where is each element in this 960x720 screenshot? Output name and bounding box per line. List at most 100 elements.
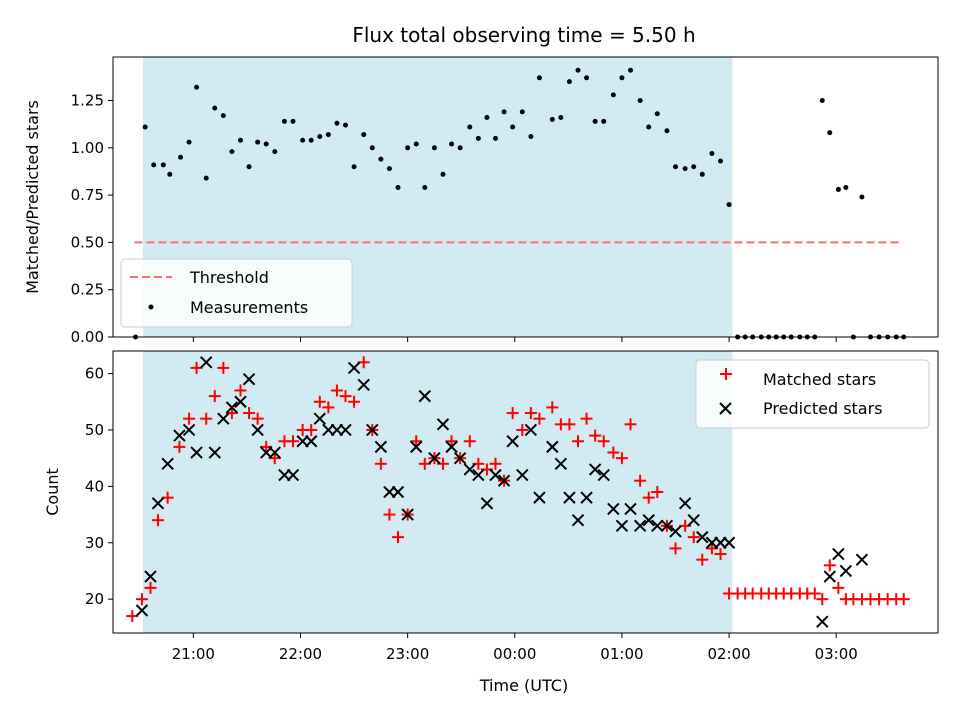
predicted-star-point xyxy=(418,389,431,403)
measurement-point xyxy=(628,67,633,73)
top-y-tick-label: 0.00 xyxy=(71,328,104,346)
predicted-star-point xyxy=(660,519,674,533)
measurement-point xyxy=(361,132,367,138)
predicted-star-point xyxy=(497,474,511,487)
matched-star-point xyxy=(524,407,537,420)
predicted-star-point xyxy=(832,547,845,561)
matched-star-point xyxy=(251,412,264,425)
measurement-point xyxy=(386,166,392,172)
matched-star-point xyxy=(642,491,655,504)
top-y-tick-label: 0.25 xyxy=(71,281,104,299)
measurement-point xyxy=(843,185,849,191)
matched-star-point xyxy=(808,587,821,600)
measurement-point xyxy=(475,135,481,141)
bottom-x-tick-label: 21:00 xyxy=(172,645,215,663)
top-y-axis: 0.00 0.25 0.50 0.75 1.00 1.25 xyxy=(71,92,113,346)
measurement-point xyxy=(709,150,715,156)
predicted-star-point xyxy=(480,497,494,510)
predicted-star-point xyxy=(234,395,247,408)
predicted-star-point xyxy=(597,468,610,482)
measurement-point xyxy=(558,115,564,121)
predicted-star-point xyxy=(453,451,467,465)
matched-star-point xyxy=(126,610,139,623)
predicted-star-point xyxy=(217,412,230,425)
matched-star-point xyxy=(217,361,230,374)
measurement-point xyxy=(186,139,192,145)
measurement-point xyxy=(584,75,590,81)
measurement-point xyxy=(592,118,598,124)
measurement-point xyxy=(682,166,688,172)
predicted-star-point xyxy=(696,530,709,544)
matched-star-point xyxy=(687,531,700,544)
predicted-star-point xyxy=(669,525,682,538)
predicted-star-point xyxy=(251,423,264,437)
measurement-point xyxy=(220,113,226,119)
measurement-point xyxy=(263,141,269,147)
measurement-point xyxy=(440,171,446,177)
measurement-point xyxy=(194,84,200,90)
measurement-point xyxy=(413,141,419,147)
bottom-legend: Matched stars Predicted stars xyxy=(695,359,930,429)
bottom-x-tick-label: 22:00 xyxy=(279,645,322,663)
matched-legend-swatch xyxy=(720,368,732,380)
predicted-star-point xyxy=(135,604,149,617)
bottom-y-tick-label: 40 xyxy=(85,477,104,495)
predicted-star-point xyxy=(428,451,441,465)
predicted-star-point xyxy=(366,423,379,437)
predicted-star-point xyxy=(563,491,576,504)
measurement-point xyxy=(726,202,732,208)
matched-star-point xyxy=(615,452,628,465)
measurement-point xyxy=(637,98,643,104)
measurement-point xyxy=(325,132,331,138)
measurement-point xyxy=(619,75,625,81)
predicted-legend-swatch xyxy=(719,402,732,415)
bottom-y-tick-label: 60 xyxy=(85,365,104,383)
matched-star-point xyxy=(607,446,620,459)
measurement-point xyxy=(142,124,148,130)
measurement-point xyxy=(343,122,348,128)
measurement-point xyxy=(351,164,357,170)
figure-title: Flux total observing time = 5.50 h xyxy=(352,23,695,47)
bottom-x-tick-label: 23:00 xyxy=(386,645,429,663)
measurement-point xyxy=(691,164,697,170)
top-y-tick-label: 1.00 xyxy=(71,139,104,157)
matched-star-point xyxy=(651,486,664,498)
matched-star-point xyxy=(322,401,335,414)
measurement-point xyxy=(238,137,243,143)
matched-star-point xyxy=(190,361,203,374)
predicted-star-point xyxy=(401,508,414,521)
matched-star-point xyxy=(572,435,584,448)
matched-star-point xyxy=(589,429,602,442)
measurement-point xyxy=(646,124,652,130)
matched-star-point xyxy=(208,390,221,403)
predicted-star-point xyxy=(268,446,281,459)
predicted-star-point xyxy=(533,491,546,504)
measurement-point xyxy=(484,115,490,121)
predicted-star-point xyxy=(633,519,647,533)
predicted-star-point xyxy=(436,418,450,431)
measurement-point xyxy=(835,186,841,192)
matched-star-point xyxy=(580,412,593,425)
matched-star-point xyxy=(357,356,370,369)
measurement-point xyxy=(519,109,525,115)
measurement-point xyxy=(610,92,616,98)
matched-star-point xyxy=(546,401,559,414)
measurement-point xyxy=(699,171,705,177)
matched-star-point xyxy=(832,581,845,594)
threshold-legend-label: Threshold xyxy=(189,268,269,287)
top-legend-box xyxy=(120,258,353,328)
matched-star-point xyxy=(392,531,404,544)
matched-star-point xyxy=(823,559,836,572)
matched-star-point xyxy=(897,593,910,606)
predicted-star-point xyxy=(554,457,568,471)
matched-star-point xyxy=(489,457,502,470)
top-panel: 0.00 0.25 0.50 0.75 1.00 1.25 Matched/Predict… xyxy=(23,56,939,346)
measurement-point xyxy=(395,185,401,191)
measurement-point xyxy=(501,109,507,115)
predicted-star-point xyxy=(208,446,221,459)
measurement-point xyxy=(601,118,607,124)
bottom-y-tick-label: 50 xyxy=(85,421,104,439)
bottom-x-axis: 21:00 22:00 23:00 00:00 01:00 02:00 03:00 xyxy=(172,633,858,663)
matched-star-point xyxy=(597,435,610,448)
measurement-point xyxy=(405,145,411,151)
